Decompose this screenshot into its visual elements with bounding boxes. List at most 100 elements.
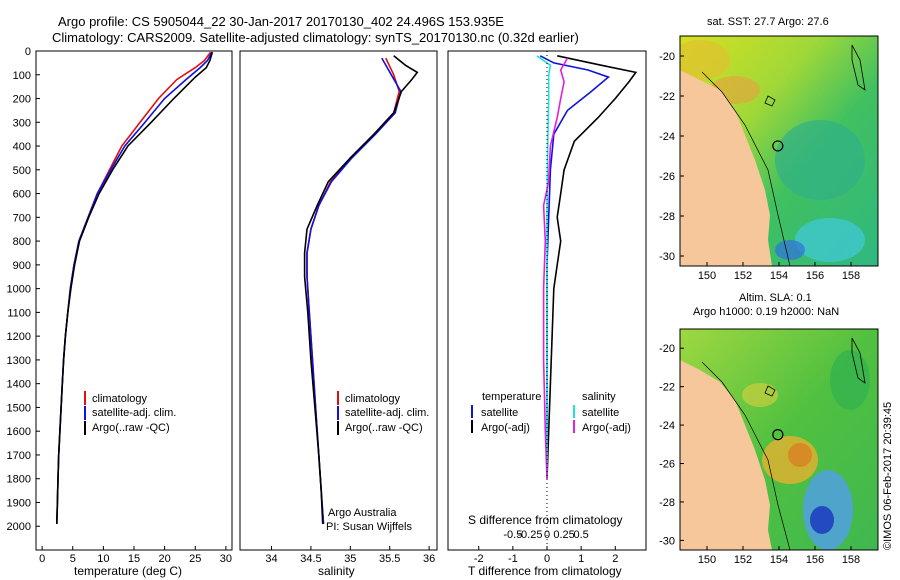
series-line-argo-raw-qc- xyxy=(56,51,214,524)
depth-tick-label: 900 xyxy=(13,260,31,272)
sla-map-y-tick-label: -26 xyxy=(659,459,675,471)
sla-map-x-tick-label: 154 xyxy=(770,554,788,566)
difference-legend-salinity: salinity satellite Argo(-adj) xyxy=(573,391,631,434)
series-line-satellite-adj-clim- xyxy=(56,51,213,524)
t-difference-tick-label: 0 xyxy=(544,553,550,565)
legend-salinity-heading: salinity xyxy=(582,391,616,403)
depth-tick-label: 600 xyxy=(13,189,31,201)
temperature-tick-label: 25 xyxy=(189,553,201,565)
s-difference-tick-label: -0.5 xyxy=(503,529,522,541)
credit-text: ©IMOS 06-Feb-2017 20:39:45 xyxy=(882,402,894,550)
temperature-x-axis: 0 5 10 15 20 25 30 xyxy=(39,546,232,565)
t-difference-tick-label: 2 xyxy=(612,553,618,565)
legend-argo: Argo(..raw -QC) xyxy=(92,422,170,434)
depth-tick-label: 300 xyxy=(13,117,31,129)
temperature-legend: climatology satellite-adj. clim. Argo(..… xyxy=(84,391,176,435)
sst-map-x-tick-label: 156 xyxy=(806,270,824,282)
depth-tick-label: 500 xyxy=(13,165,31,177)
depth-tick-label: 1700 xyxy=(7,450,31,462)
temperature-axes xyxy=(35,50,233,551)
sla-map-x-tick-label: 150 xyxy=(698,554,716,566)
sla-map-x-tick-label: 152 xyxy=(734,554,752,566)
depth-tick-label: 1100 xyxy=(7,307,31,319)
depth-tick-label: 1600 xyxy=(7,426,31,438)
sst-map-y-tick-label: -30 xyxy=(659,251,675,263)
difference-legend-temperature: temperature satellite Argo(-adj) xyxy=(471,391,541,434)
s-difference-tick-label: 0.25 xyxy=(553,529,574,541)
series-line-climatology xyxy=(306,57,401,524)
salinity-series xyxy=(303,55,419,524)
salinity-tick-label: 36 xyxy=(423,553,435,565)
sla-map-x-tick-label: 156 xyxy=(806,554,824,566)
t-difference-axis-label: T difference from climatology xyxy=(468,564,622,578)
depth-tick-label: 1500 xyxy=(7,402,31,414)
series-line-climatology xyxy=(56,51,212,524)
annotation-institution: Argo Australia xyxy=(328,507,397,519)
title-line-2: Climatology: CARS2009. Satellite-adjuste… xyxy=(52,30,579,45)
salinity-tick-label: 35.5 xyxy=(379,553,400,565)
sst-map-x-tick-label: 158 xyxy=(842,270,860,282)
series-line-temperature-argo-adj- xyxy=(546,55,638,479)
australia-coast-land xyxy=(680,360,772,550)
sst-map-x-tick-label: 150 xyxy=(698,270,716,282)
temperature-tick-label: 20 xyxy=(159,553,171,565)
sst-map-x-tick-label: 152 xyxy=(734,270,752,282)
depth-tick-label: 700 xyxy=(13,212,31,224)
legend-t-argo: Argo(-adj) xyxy=(481,422,530,434)
temperature-tick-label: 30 xyxy=(220,553,232,565)
s-difference-tick-label: 0.5 xyxy=(573,529,588,541)
salinity-x-axis: 34 34.5 35 35.5 36 xyxy=(265,546,435,565)
depth-tick-label: 1000 xyxy=(7,284,31,296)
sla-map-y-tick-label: -20 xyxy=(659,343,675,355)
legend-argo: Argo(..raw -QC) xyxy=(345,422,423,434)
argo-location-marker xyxy=(772,140,784,152)
australia-coast-land xyxy=(680,70,772,266)
depth-tick-label: 200 xyxy=(13,94,31,106)
sla-map-y-tick-label: -30 xyxy=(659,535,675,547)
legend-climatology: climatology xyxy=(92,393,148,405)
sla-map-y-tick-label: -28 xyxy=(659,497,675,509)
depth-axis: 0 100 200 300 400 500 600 700 800 900 1000 1100 1200… xyxy=(7,46,40,533)
legend-s-satellite: satellite xyxy=(582,407,619,419)
depth-tick-label: 2000 xyxy=(7,521,31,533)
depth-tick-label: 0 xyxy=(25,46,31,58)
depth-tick-label: 100 xyxy=(13,70,31,82)
sst-map-y-tick-label: -24 xyxy=(659,131,675,143)
sla-map-image xyxy=(680,329,878,550)
legend-satellite: satellite-adj. clim. xyxy=(92,407,176,419)
t-difference-tick-label: -1 xyxy=(508,553,518,565)
sst-map-y-tick-label: -22 xyxy=(659,91,675,103)
map-axes: 150 152 154 156 158 -20 -22 -24 -26 -28 -30 150 152 1… xyxy=(659,51,860,566)
depth-tick-label: 400 xyxy=(13,141,31,153)
depth-tick-label: 1200 xyxy=(7,331,31,343)
s-difference-axis-label: S difference from climatology xyxy=(468,513,623,527)
series-line-argo-raw-qc- xyxy=(303,55,419,524)
depth-tick-label: 1300 xyxy=(7,355,31,367)
sla-map-y-tick-label: -24 xyxy=(659,420,675,432)
salinity-legend: climatology satellite-adj. clim. Argo(..… xyxy=(337,391,429,435)
sst-map-y-tick-label: -26 xyxy=(659,171,675,183)
salinity-tick-label: 35 xyxy=(344,553,356,565)
title-line-1: Argo profile: CS 5905044_22 30-Jan-2017 … xyxy=(58,14,504,29)
temperature-tick-label: 5 xyxy=(70,553,76,565)
argo-location-marker xyxy=(772,429,784,441)
temperature-tick-label: 15 xyxy=(128,553,140,565)
t-difference-tick-label: 1 xyxy=(578,553,584,565)
series-line-salinity-argo-adj- xyxy=(542,57,569,479)
legend-temperature-heading: temperature xyxy=(482,391,541,403)
series-line-satellite-adj-clim- xyxy=(306,57,402,524)
legend-satellite: satellite-adj. clim. xyxy=(345,407,429,419)
legend-s-argo: Argo(-adj) xyxy=(582,422,631,434)
s-difference-tick-label: -0.25 xyxy=(517,529,542,541)
sst-map-y-tick-label: -28 xyxy=(659,211,675,223)
temperature-series xyxy=(56,51,214,524)
sst-map-x-tick-label: 154 xyxy=(770,270,788,282)
annotation-pi: PI: Susan Wijffels xyxy=(326,521,412,533)
salinity-axes xyxy=(239,50,438,551)
sst-map-title: sat. SST: 27.7 Argo: 27.6 xyxy=(707,16,829,28)
depth-tick-label: 1800 xyxy=(7,474,31,486)
sla-map-x-tick-label: 158 xyxy=(842,554,860,566)
sla-map-y-tick-label: -22 xyxy=(659,382,675,394)
